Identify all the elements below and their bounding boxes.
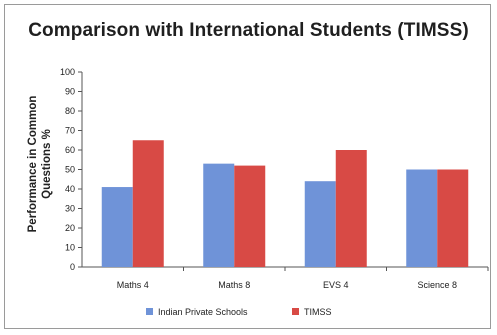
x-tick-label: Maths 8 <box>218 280 250 290</box>
chart-legend: Indian Private Schools TIMSS <box>146 307 332 317</box>
y-tick-label: 50 <box>65 165 75 175</box>
x-tick-label: Maths 4 <box>117 280 149 290</box>
bar-indian-private-schools-maths-8 <box>203 163 235 267</box>
y-tick-label: 70 <box>65 126 75 136</box>
y-tick-label: 60 <box>65 145 75 155</box>
bar-indian-private-schools-science-8 <box>406 169 438 267</box>
y-tick-label: 30 <box>65 204 75 214</box>
legend-swatch <box>292 308 299 315</box>
chart-bars <box>101 140 469 267</box>
y-tick-label: 40 <box>65 184 75 194</box>
chart-title: Comparison with International Students (… <box>28 20 469 41</box>
y-tick-label: 100 <box>60 67 75 77</box>
y-tick-label: 90 <box>65 87 75 97</box>
bar-indian-private-schools-maths-4 <box>101 187 133 267</box>
bar-timss-maths-8 <box>234 165 266 267</box>
y-axis-label-line-1: Performance in Common <box>27 96 39 233</box>
legend-label: Indian Private Schools <box>158 307 248 317</box>
bar-timss-maths-4 <box>132 140 164 267</box>
y-tick-label: 0 <box>70 262 75 272</box>
bar-timss-evs-4 <box>335 150 367 267</box>
bar-timss-science-8 <box>437 169 469 267</box>
y-tick-label: 10 <box>65 243 75 253</box>
legend-label: TIMSS <box>304 307 332 317</box>
x-tick-label: Science 8 <box>417 280 457 290</box>
legend-swatch <box>146 308 153 315</box>
y-axis-label-line-2: Questions % <box>41 129 53 199</box>
y-tick-label: 80 <box>65 106 75 116</box>
y-tick-labels: 0 10 20 30 40 50 60 70 80 90 100 <box>60 67 75 272</box>
x-tick-labels: Maths 4 Maths 8 EVS 4 Science 8 <box>117 280 457 290</box>
y-tick-label: 20 <box>65 223 75 233</box>
bar-indian-private-schools-evs-4 <box>304 181 336 267</box>
x-tick-label: EVS 4 <box>323 280 349 290</box>
